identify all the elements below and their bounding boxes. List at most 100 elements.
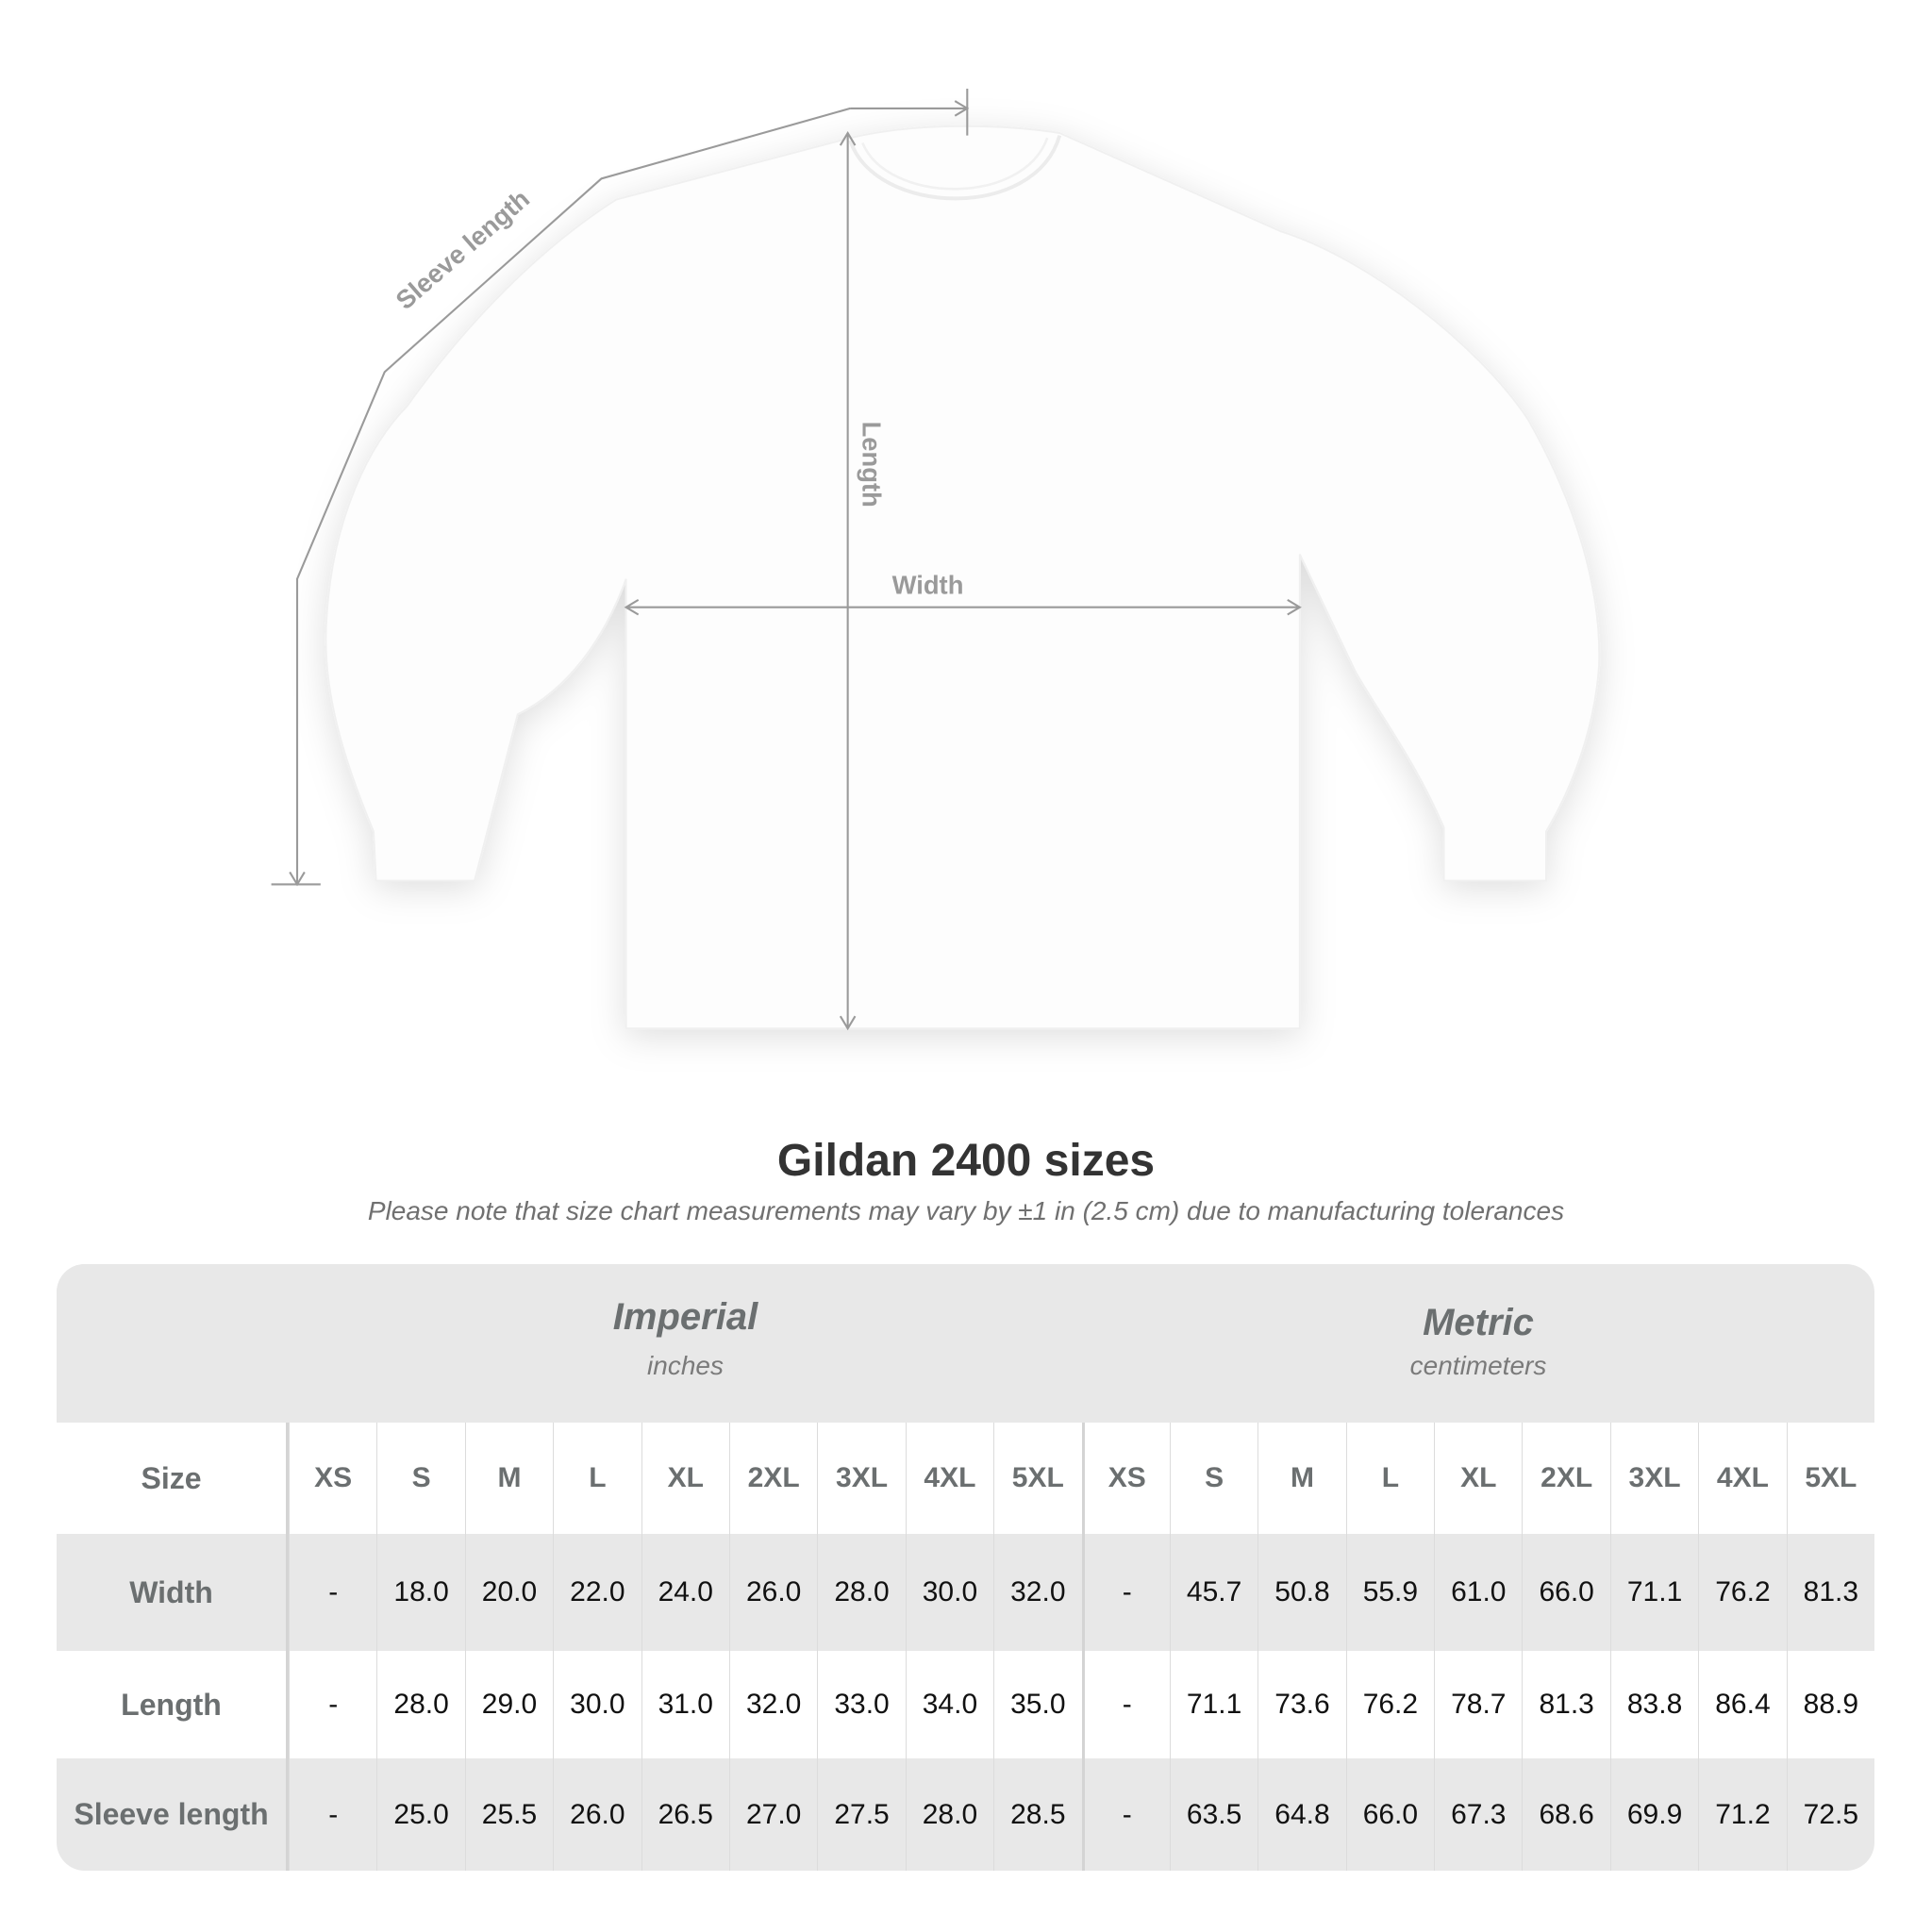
imperial-size-5xl: 5XL (993, 1423, 1081, 1534)
metric-size-3xl: 3XL (1609, 1423, 1698, 1534)
metric-value-cell: 68.6 (1522, 1758, 1609, 1871)
metric-size-s: S (1169, 1423, 1257, 1534)
collar (848, 135, 1062, 201)
collar-rib (861, 137, 1049, 191)
shirt-illustration: Sleeve length Length Width (271, 89, 1601, 1031)
row-label: Width (57, 1534, 289, 1651)
imperial-value-cell: 18.0 (376, 1534, 464, 1651)
metric-value-cell: 61.0 (1434, 1534, 1522, 1651)
size-table: Imperial inches Metric centimeters Size X… (57, 1264, 1874, 1871)
page-title: Gildan 2400 sizes (776, 1136, 1156, 1186)
metric-value-cell: 45.7 (1169, 1534, 1257, 1651)
metric-value-cell: 88.9 (1786, 1651, 1874, 1758)
imperial-size-4xl: 4XL (905, 1423, 993, 1534)
metric-value-cell: 71.1 (1169, 1651, 1257, 1758)
imperial-title: Imperial (612, 1296, 758, 1338)
metric-value-cell: 86.4 (1698, 1651, 1786, 1758)
metric-value-cell: - (1081, 1758, 1170, 1871)
metric-value-cell: 63.5 (1169, 1758, 1257, 1871)
imperial-value-cell: 35.0 (993, 1651, 1081, 1758)
metric-value-cell: 76.2 (1698, 1534, 1786, 1651)
metric-title: Metric (1423, 1302, 1534, 1343)
metric-size-5xl: 5XL (1786, 1423, 1874, 1534)
row-label: Sleeve length (57, 1758, 289, 1871)
imperial-value-cell: 25.0 (376, 1758, 464, 1871)
width-label: Width (892, 570, 964, 599)
metric-value-cell: 69.9 (1609, 1758, 1698, 1871)
imperial-value-cell: 30.0 (905, 1534, 993, 1651)
sleeve-length-line (271, 89, 969, 886)
metric-value-cell: 83.8 (1609, 1651, 1698, 1758)
imperial-size-3xl: 3XL (817, 1423, 905, 1534)
metric-size-m: M (1257, 1423, 1345, 1534)
metric-size-2xl: 2XL (1522, 1423, 1609, 1534)
imperial-value-cell: - (289, 1651, 376, 1758)
imperial-value-cell: 32.0 (993, 1534, 1081, 1651)
imperial-value-cell: 24.0 (641, 1534, 729, 1651)
imperial-value-cell: 20.0 (464, 1534, 553, 1651)
metric-value-cell: 72.5 (1786, 1758, 1874, 1871)
imperial-value-cell: 28.0 (905, 1758, 993, 1871)
metric-value-cell: 50.8 (1257, 1534, 1345, 1651)
size-header-row: Size XS S M L XL 2XL 3XL 4XL 5XL XS S M L XL 2XL 3XL 4XL 5… (57, 1423, 1874, 1534)
imperial-size-s: S (376, 1423, 464, 1534)
length-line (839, 130, 857, 1031)
header-corner (57, 1264, 289, 1423)
metric-size-xl: XL (1434, 1423, 1522, 1534)
imperial-value-cell: 28.0 (376, 1651, 464, 1758)
metric-unit: centimeters (1409, 1351, 1547, 1380)
metric-value-cell: 73.6 (1257, 1651, 1345, 1758)
metric-value-cell: 81.3 (1786, 1534, 1874, 1651)
width-line (624, 598, 1302, 616)
metric-header: Metric centimeters (1082, 1264, 1874, 1423)
sleeve-arrow-icon (289, 100, 970, 887)
row-label: Length (57, 1651, 289, 1758)
metric-value-cell: 66.0 (1345, 1758, 1434, 1871)
imperial-value-cell: 32.0 (728, 1651, 817, 1758)
imperial-size-m: M (464, 1423, 553, 1534)
imperial-size-xl: XL (641, 1423, 729, 1534)
imperial-value-cell: 33.0 (817, 1651, 905, 1758)
imperial-value-cell: 26.0 (728, 1534, 817, 1651)
imperial-value-cell: - (289, 1534, 376, 1651)
imperial-value-cell: 30.0 (553, 1651, 641, 1758)
metric-value-cell: 78.7 (1434, 1651, 1522, 1758)
table-row: Width -18.0 20.0 22.0 24.0 26.0 28.0 30.0 32.0-4… (57, 1534, 1874, 1651)
imperial-value-cell: 28.0 (817, 1534, 905, 1651)
metric-value-cell: 71.1 (1609, 1534, 1698, 1651)
tolerance-note: Please note that size chart measurements… (367, 1196, 1565, 1225)
length-label: Length (857, 422, 886, 508)
imperial-value-cell: 34.0 (905, 1651, 993, 1758)
long-sleeve-shirt (325, 125, 1601, 1030)
metric-value-cell: 66.0 (1522, 1534, 1609, 1651)
size-label: Size (57, 1423, 289, 1534)
imperial-size-xs: XS (289, 1423, 376, 1534)
metric-value-cell: 76.2 (1345, 1651, 1434, 1758)
metric-size-l: L (1345, 1423, 1434, 1534)
imperial-value-cell: 28.5 (993, 1758, 1081, 1871)
metric-value-cell: 71.2 (1698, 1758, 1786, 1871)
imperial-value-cell: 29.0 (464, 1651, 553, 1758)
metric-value-cell: 67.3 (1434, 1758, 1522, 1871)
imperial-value-cell: 27.5 (817, 1758, 905, 1871)
metric-value-cell: 55.9 (1345, 1534, 1434, 1651)
measurement-lines (271, 89, 1302, 1031)
metric-value-cell: 64.8 (1257, 1758, 1345, 1871)
metric-size-4xl: 4XL (1698, 1423, 1786, 1534)
table-row: Sleeve length -25.0 25.5 26.0 26.5 27.0 27.5 28… (57, 1758, 1874, 1871)
imperial-value-cell: 27.0 (728, 1758, 817, 1871)
imperial-size-2xl: 2XL (728, 1423, 817, 1534)
metric-size-xs: XS (1081, 1423, 1170, 1534)
metric-value-cell: - (1081, 1651, 1170, 1758)
imperial-value-cell: 26.5 (641, 1758, 729, 1871)
imperial-value-cell: 31.0 (641, 1651, 729, 1758)
metric-value-cell: 81.3 (1522, 1651, 1609, 1758)
metric-value-cell: - (1081, 1534, 1170, 1651)
imperial-value-cell: 26.0 (553, 1758, 641, 1871)
imperial-size-l: L (553, 1423, 641, 1534)
imperial-value-cell: 25.5 (464, 1758, 553, 1871)
imperial-unit: inches (647, 1351, 724, 1380)
table-row: Length -28.0 29.0 30.0 31.0 32.0 33.0 34.0 35.0-… (57, 1651, 1874, 1758)
imperial-value-cell: 22.0 (553, 1534, 641, 1651)
imperial-value-cell: - (289, 1758, 376, 1871)
